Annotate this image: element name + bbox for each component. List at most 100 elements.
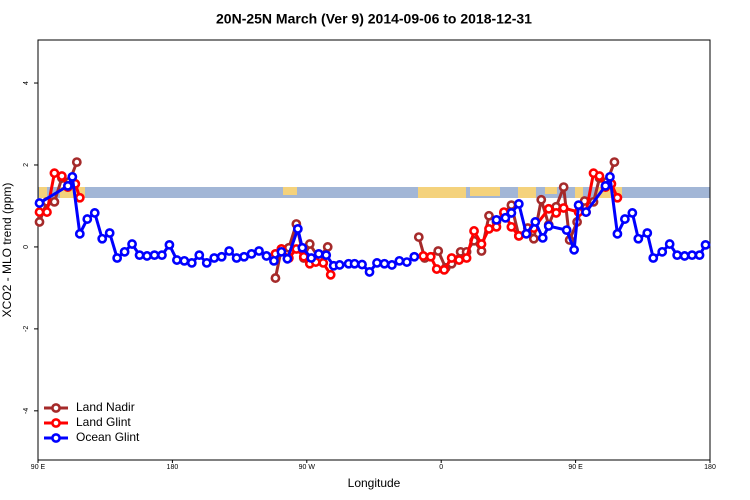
data-point [672, 250, 683, 261]
data-point [164, 239, 175, 250]
data-point [246, 248, 257, 259]
y-tick-label: -2 [23, 326, 30, 332]
data-point [127, 239, 137, 249]
data-point [679, 251, 690, 261]
data-point [67, 171, 78, 182]
data-point [372, 258, 382, 268]
data-point [282, 253, 293, 264]
data-point [558, 203, 569, 213]
data-point [573, 200, 584, 211]
data-point [49, 196, 60, 207]
data-point [134, 250, 145, 261]
data-point [558, 182, 569, 193]
data-point [401, 257, 412, 267]
data-point [157, 250, 167, 261]
y-tick-label: 0 [23, 245, 30, 249]
legend-label: Land Glint [76, 415, 131, 429]
data-point [74, 192, 85, 203]
data-point [461, 253, 472, 263]
data-point [56, 171, 67, 181]
data-point [413, 232, 424, 242]
x-tick-label: 180 [704, 464, 716, 471]
data-point [543, 203, 554, 214]
data-point [431, 264, 442, 274]
data-point [349, 258, 360, 269]
data-point [313, 248, 324, 259]
legend-marker [51, 418, 61, 428]
data-point [551, 208, 562, 218]
y-axis-label: XCO2 - MLO trend (ppm) [0, 183, 14, 318]
data-point [149, 250, 160, 261]
data-point [569, 244, 580, 255]
y-tick-label: 4 [23, 81, 30, 85]
data-point [62, 180, 73, 191]
data-point [270, 273, 281, 283]
data-point [269, 255, 279, 266]
data-point [609, 157, 620, 168]
data-point [318, 258, 329, 268]
data-point [543, 221, 554, 231]
data-point [500, 212, 511, 223]
data-point [387, 260, 397, 270]
legend-label: Land Nadir [76, 400, 135, 414]
data-point [633, 233, 644, 244]
data-point [142, 251, 152, 261]
data-point [619, 214, 630, 224]
data-point [297, 242, 308, 253]
data-point [179, 255, 190, 266]
data-point [171, 255, 182, 265]
data-point [379, 258, 390, 269]
legend-marker [51, 403, 61, 413]
chart-title: 20N-25N March (Ver 9) 2014-09-06 to 2018… [216, 11, 532, 27]
x-tick-label: 180 [167, 464, 179, 471]
data-point [536, 194, 547, 205]
data-point [409, 251, 420, 262]
data-point [325, 269, 336, 280]
data-point [34, 198, 45, 208]
data-point [186, 258, 197, 268]
data-point [201, 258, 212, 268]
data-point [627, 208, 638, 218]
data-point [513, 199, 524, 209]
data-point [521, 228, 532, 239]
data-point [74, 228, 85, 239]
data-point [612, 228, 623, 239]
land-ocean-strip [38, 187, 710, 198]
data-point [89, 208, 100, 218]
data-point [418, 251, 429, 261]
data-point [304, 239, 315, 249]
data-point [216, 251, 227, 262]
data-point [425, 251, 436, 262]
data-point [394, 255, 405, 266]
data-point [224, 246, 235, 256]
data-point [254, 246, 264, 256]
legend-marker [51, 433, 61, 443]
data-point [537, 233, 548, 243]
data-point [506, 221, 517, 232]
data-point [491, 214, 502, 225]
data-point [648, 253, 659, 263]
data-point [594, 171, 605, 181]
data-point [357, 259, 367, 270]
data-point [657, 246, 668, 257]
data-point [292, 223, 303, 234]
data-point [694, 250, 705, 261]
x-axis-label: Longitude [348, 476, 401, 490]
y-tick-label: -4 [23, 408, 30, 414]
data-point [364, 267, 375, 277]
data-point [34, 207, 45, 217]
data-point [112, 253, 123, 263]
data-point [612, 192, 623, 203]
data-point [484, 210, 494, 221]
data-point [476, 239, 487, 249]
legend-label: Ocean Glint [76, 430, 140, 444]
data-point [104, 228, 115, 238]
data-point [454, 255, 465, 265]
data-point [642, 228, 653, 238]
data-point [71, 157, 82, 168]
data-point [194, 250, 205, 261]
data-point [209, 253, 220, 263]
data-point [321, 250, 332, 261]
data-point [231, 253, 242, 263]
